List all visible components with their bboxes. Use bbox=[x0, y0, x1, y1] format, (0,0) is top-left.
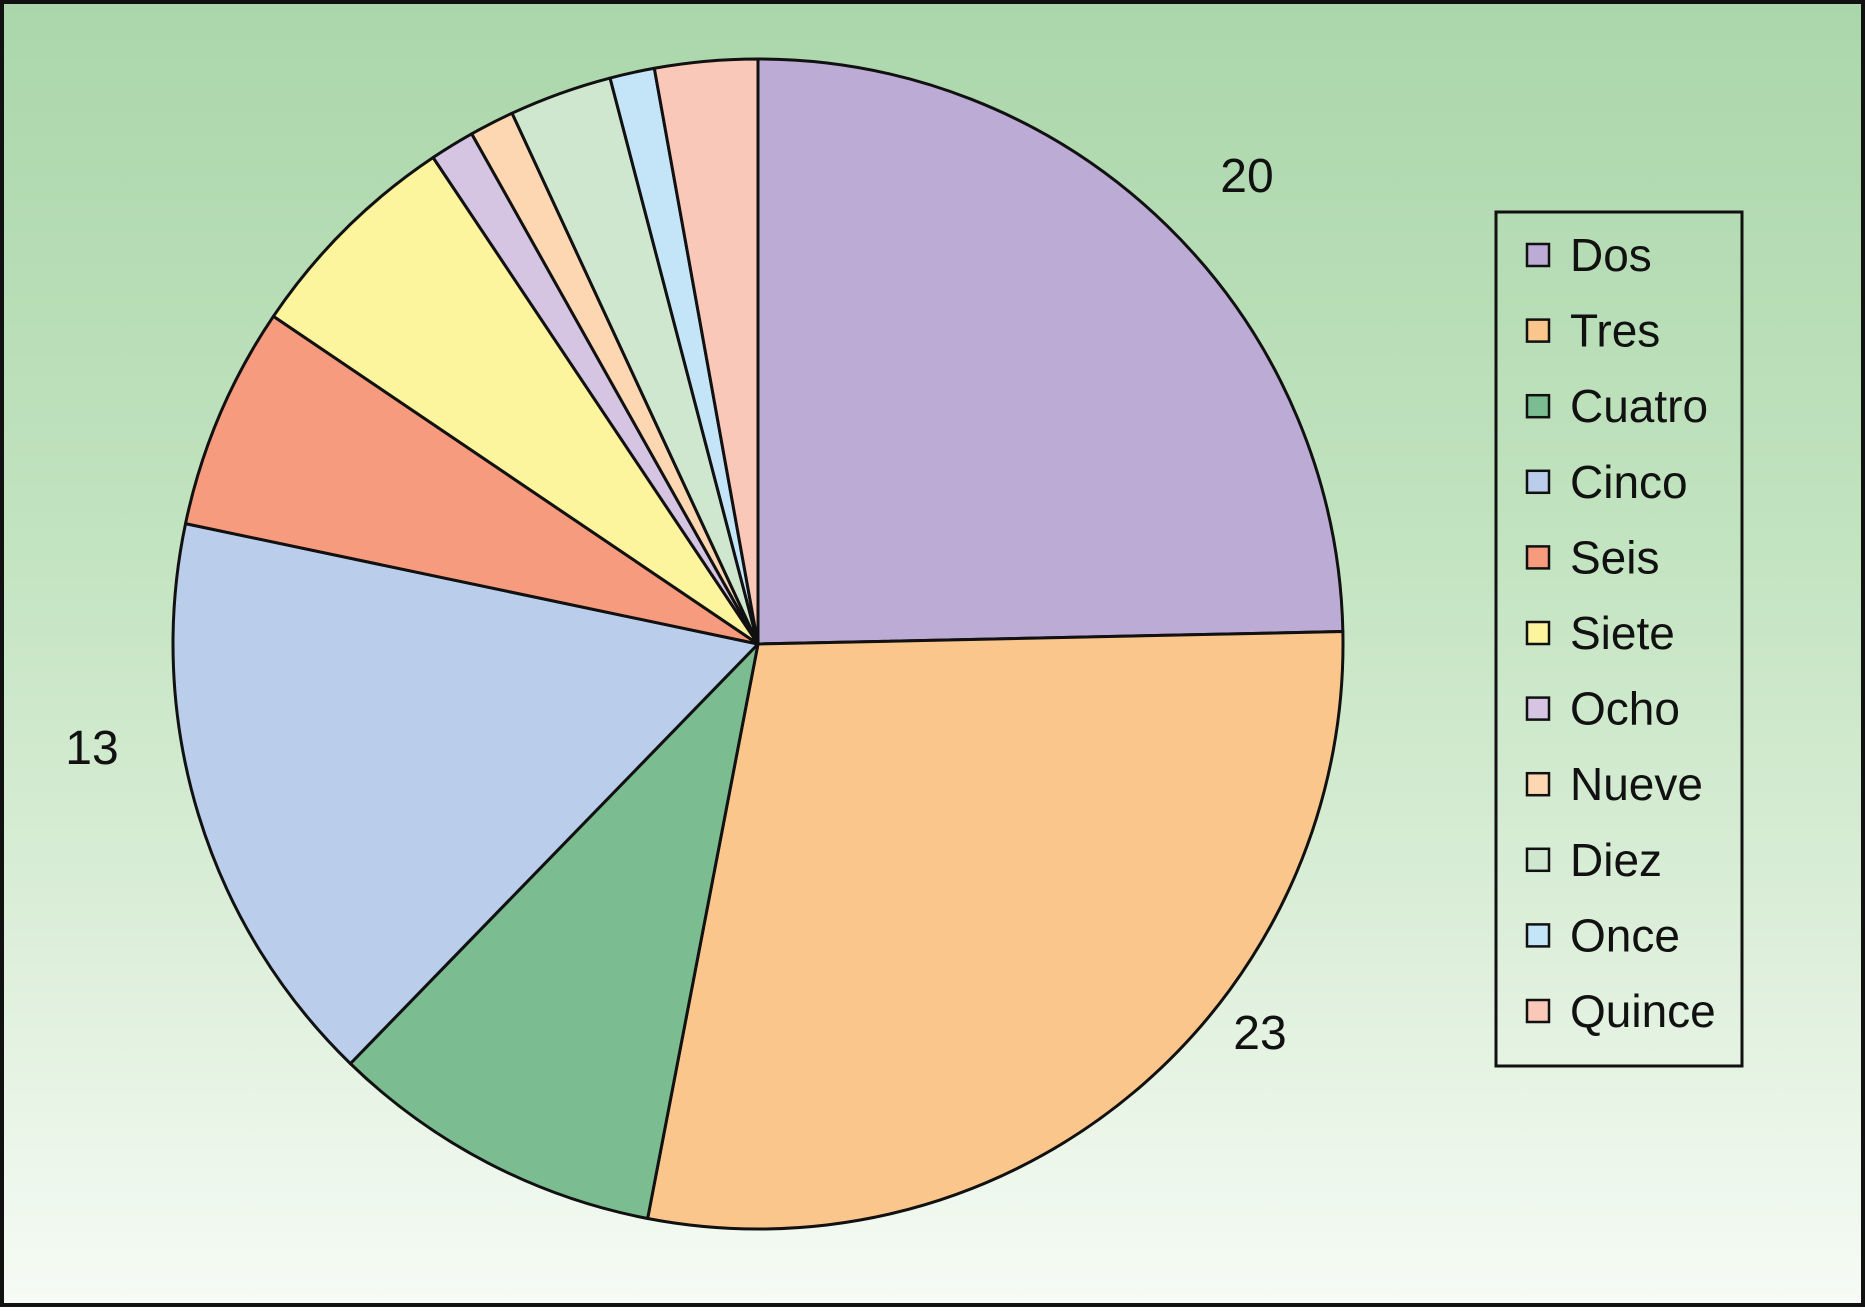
legend-label: Tres bbox=[1570, 305, 1660, 357]
legend-item-quince: Quince bbox=[1525, 985, 1716, 1037]
legend-item-siete: Siete bbox=[1525, 607, 1675, 659]
data-label-dos: 20 bbox=[1220, 150, 1273, 203]
legend-item-diez: Diez bbox=[1525, 834, 1662, 886]
legend-swatch bbox=[1525, 393, 1551, 419]
pie-slice-seis bbox=[184, 314, 760, 646]
legend-label: Quince bbox=[1570, 985, 1716, 1037]
legend-item-tres: Tres bbox=[1525, 305, 1660, 357]
legend-label: Once bbox=[1570, 909, 1680, 961]
legend-item-cuatro: Cuatro bbox=[1525, 380, 1708, 432]
legend-border bbox=[1494, 210, 1744, 1068]
legend-label: Seis bbox=[1570, 531, 1659, 583]
legend-label: Diez bbox=[1570, 834, 1662, 886]
pie-slice-quince bbox=[652, 57, 760, 646]
legend-swatch bbox=[1525, 242, 1551, 268]
legend-label: Cinco bbox=[1570, 456, 1688, 508]
legend: Dos Tres Cuatro Cinco Seis Siete Ocho Nueve Diez… bbox=[1494, 210, 1744, 1068]
pie-slice-tres bbox=[646, 630, 1345, 1231]
pie-data-labels: 20 23 13 bbox=[65, 150, 1286, 1060]
legend-item-dos: Dos bbox=[1525, 229, 1652, 281]
legend-swatch bbox=[1525, 469, 1551, 495]
legend-item-cinco: Cinco bbox=[1525, 456, 1688, 508]
data-label-cinco: 13 bbox=[65, 722, 118, 775]
legend-item-ocho: Ocho bbox=[1525, 683, 1680, 735]
legend-label: Nueve bbox=[1570, 758, 1703, 810]
pie-slice-siete bbox=[271, 156, 760, 646]
legend-label: Cuatro bbox=[1570, 380, 1708, 432]
pie-slices bbox=[171, 57, 1345, 1231]
legend-label: Dos bbox=[1570, 229, 1652, 281]
legend-label: Siete bbox=[1570, 607, 1675, 659]
legend-swatch bbox=[1525, 696, 1551, 721]
pie-slice-cuatro bbox=[348, 642, 760, 1220]
pie-slice-dos bbox=[756, 57, 1345, 646]
legend-swatch bbox=[1525, 847, 1551, 873]
legend-swatch bbox=[1525, 318, 1551, 343]
legend-swatch bbox=[1525, 545, 1551, 570]
legend-swatch bbox=[1525, 620, 1551, 646]
legend-swatch bbox=[1525, 998, 1551, 1024]
legend-item-once: Once bbox=[1525, 909, 1680, 961]
legend-label: Ocho bbox=[1570, 683, 1680, 735]
legend-swatch bbox=[1525, 923, 1551, 948]
legend-swatch bbox=[1525, 771, 1551, 797]
legend-item-seis: Seis bbox=[1525, 531, 1659, 583]
pie-slice-cinco bbox=[171, 522, 760, 1066]
pie-chart: 20 23 13 Dos Tres Cuatro Cinco Seis Siete Ocho Nu… bbox=[65, 57, 1744, 1231]
legend-item-nueve: Nueve bbox=[1525, 758, 1703, 810]
data-label-tres: 23 bbox=[1233, 1007, 1286, 1060]
